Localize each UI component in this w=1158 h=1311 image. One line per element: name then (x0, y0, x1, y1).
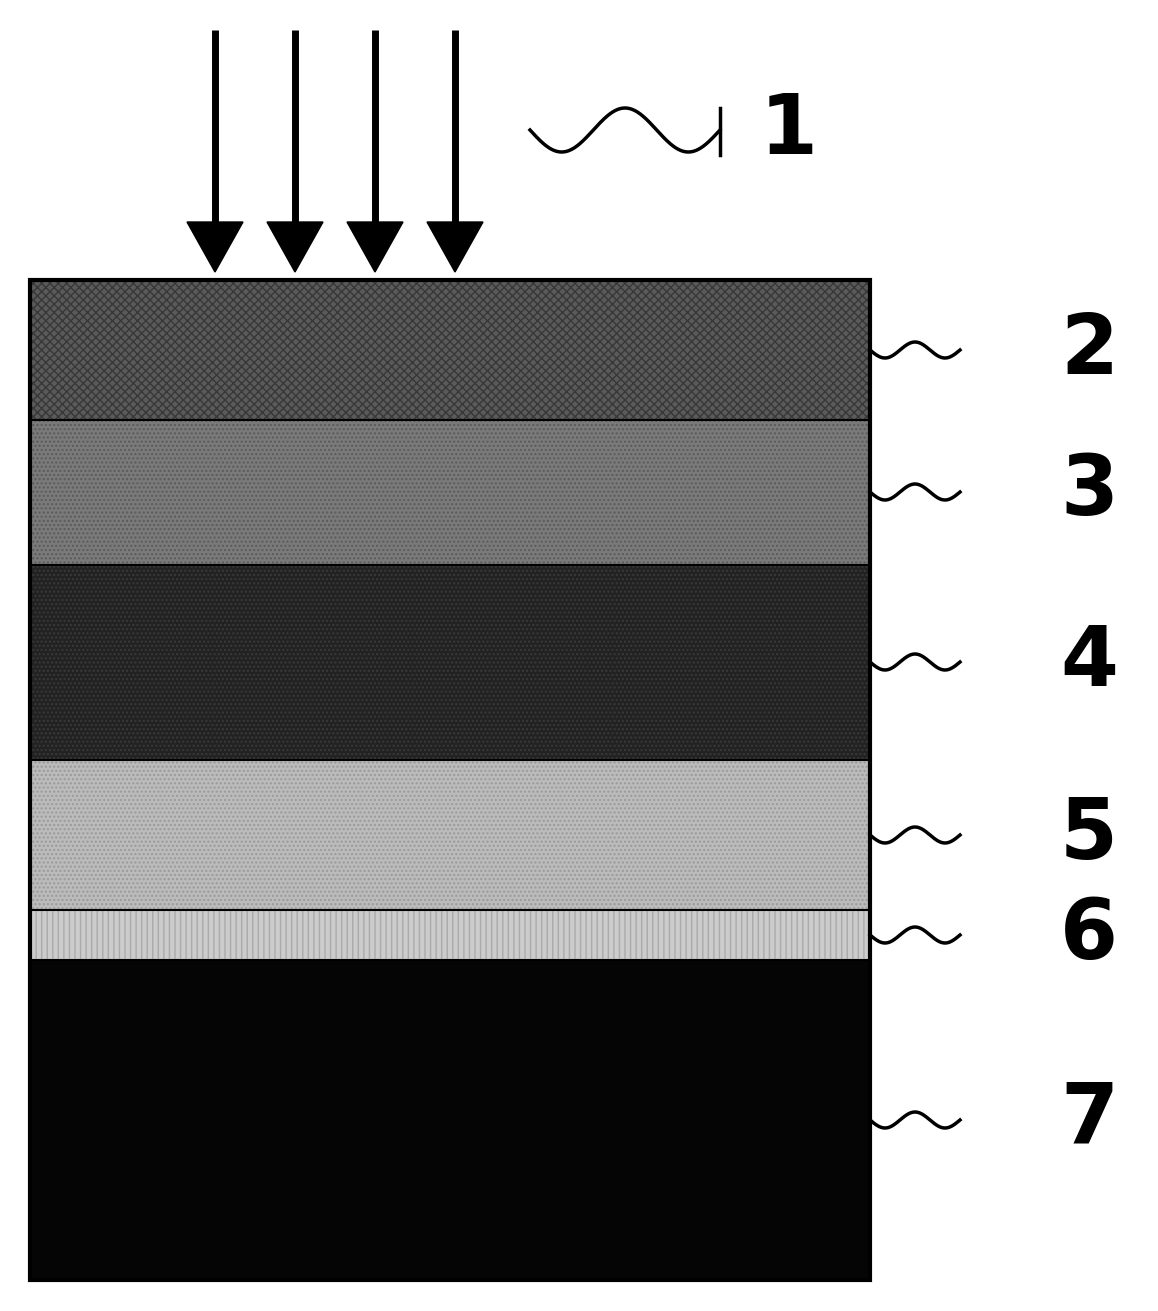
Text: 4: 4 (1060, 621, 1117, 703)
Bar (30, 565, 870, 760)
Bar (30, 910, 870, 960)
Text: 5: 5 (1060, 794, 1117, 876)
Bar (30, 565, 870, 760)
Bar (30, 281, 870, 420)
Polygon shape (186, 222, 243, 271)
Bar (30, 281, 870, 420)
Text: 2: 2 (1060, 309, 1117, 391)
Bar (30, 420, 870, 565)
Text: 1: 1 (760, 89, 818, 170)
Bar (30, 420, 870, 565)
Text: 3: 3 (1060, 451, 1117, 532)
Bar (30, 960, 870, 1280)
Polygon shape (267, 222, 323, 271)
Text: 6: 6 (1060, 894, 1117, 975)
Polygon shape (347, 222, 403, 271)
Bar (30, 910, 870, 960)
Polygon shape (427, 222, 483, 271)
Bar (30, 760, 870, 910)
Bar (30, 760, 870, 910)
Bar (30, 281, 870, 1280)
Text: 7: 7 (1060, 1079, 1117, 1160)
